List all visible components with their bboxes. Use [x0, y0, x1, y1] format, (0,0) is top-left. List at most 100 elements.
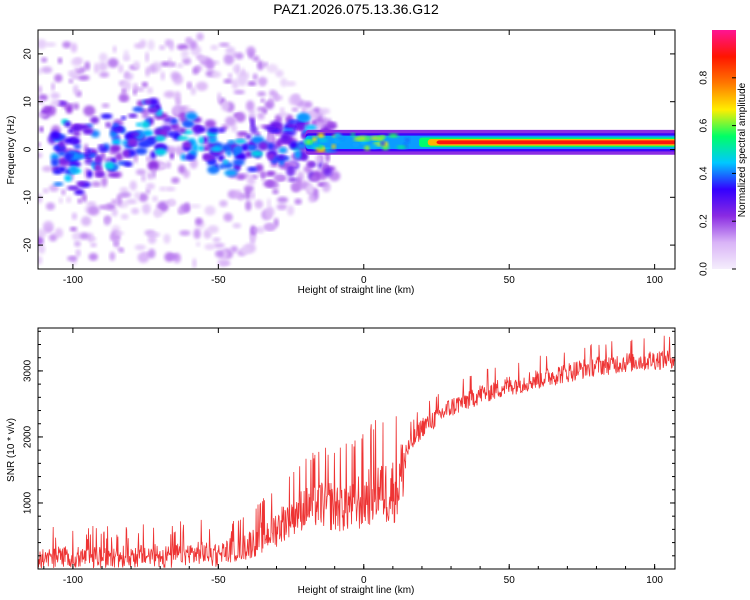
spectrogram-blob — [68, 161, 82, 168]
spectrogram-blob — [100, 151, 106, 162]
spectrogram-blob — [224, 169, 238, 177]
spectrogram-blob — [240, 67, 245, 77]
spectrogram-blob — [192, 258, 197, 269]
colorbar-tick-label: 0.4 — [699, 166, 710, 180]
spectrogram-blob — [178, 127, 187, 134]
snr-panel: -100 -50 0 50 100 1000 2000 3000 Height of str… — [6, 327, 676, 596]
spectrogram-blob — [53, 182, 64, 187]
spectrogram-blob — [278, 112, 288, 117]
spectrogram-blob — [81, 193, 87, 203]
spectrogram-blob — [244, 189, 251, 200]
spectrogram-blob — [140, 121, 150, 129]
snr-series-line — [38, 335, 675, 569]
spectrogram-blob — [287, 177, 299, 182]
spectrogram-blob — [213, 242, 225, 248]
spectrogram-blob — [169, 151, 175, 160]
spectrogram-blob — [111, 157, 117, 164]
spectrogram-blob — [306, 161, 316, 168]
spectrogram-blob — [114, 127, 124, 133]
spectrogram-blob — [145, 188, 151, 195]
spectrogram-blob — [99, 71, 110, 78]
spectrogram-blob — [146, 107, 159, 114]
snr-x-tick-label: 0 — [361, 575, 367, 586]
spectrogram-blob — [41, 66, 53, 74]
spectrogram-blob — [310, 175, 319, 182]
spectrogram-blob — [189, 204, 202, 209]
spectrogram-blob — [64, 121, 72, 128]
spectrogram-blob — [115, 152, 124, 162]
spectrogram-blob — [98, 61, 108, 72]
spectrogram-blob — [218, 42, 230, 47]
spectrogram-blob — [57, 151, 66, 157]
spectrogram-blob — [42, 188, 49, 194]
spectrogram-blob — [119, 187, 129, 194]
spectrogram-blob — [75, 249, 81, 258]
spectrogram-blob — [67, 255, 78, 262]
spectrogram-blob — [168, 253, 179, 260]
spectrogram-blob — [147, 248, 156, 259]
spectrogram-blob — [315, 147, 326, 153]
colorbar: 0.0 0.2 0.4 0.6 0.8 Normalized spectral ampl… — [699, 30, 748, 276]
spectrogram-blob — [303, 100, 313, 109]
spectrogram-blob — [287, 205, 295, 216]
spectrogram-blob — [230, 245, 238, 253]
spectrogram-blob — [279, 107, 285, 114]
spectrogram-blob — [252, 227, 259, 233]
spectrogram-blob — [223, 78, 233, 84]
spectrogram-blob — [358, 135, 368, 141]
spectrogram-blob — [135, 169, 146, 176]
spectrogram-blob — [146, 87, 154, 94]
spectrogram-blob — [264, 125, 277, 131]
spectrogram-blob — [107, 58, 119, 68]
spectrogram-blob — [39, 126, 44, 133]
spectrogram-blob — [118, 93, 127, 102]
spectrogram-blob — [150, 150, 157, 160]
spectrogram-blob — [116, 194, 122, 206]
spectrogram-blob — [192, 67, 199, 75]
spectrogram-blob — [321, 182, 331, 193]
spectrogram-blob — [68, 71, 76, 77]
spectrogram-blob — [66, 185, 80, 191]
spectrogram-blob — [263, 61, 268, 68]
spectrogram-blob — [163, 233, 171, 244]
spectrogram-blob — [156, 201, 169, 213]
spectrogram-blob — [266, 63, 279, 73]
spectrogram-blob — [70, 58, 82, 66]
spectrogram-blob — [79, 232, 90, 240]
spectrogram-blob — [219, 200, 228, 207]
spectrogram-blob — [71, 212, 78, 220]
spectrogram-blobs — [38, 32, 675, 269]
spectrogram-blob — [48, 184, 60, 192]
spectrogram-x-ticks: -100 -50 0 50 100 — [63, 30, 663, 286]
spectrogram-blob — [207, 127, 220, 134]
spectrogram-blob — [119, 192, 132, 198]
spectrogram-blob — [207, 225, 219, 234]
spectrogram-blob — [138, 192, 149, 202]
spectrogram-blob — [370, 136, 380, 141]
spectrogram-blob — [155, 135, 166, 142]
spectrogram-blob — [131, 207, 140, 215]
colorbar-tick-label: 0.2 — [699, 214, 710, 228]
spectrogram-blob — [247, 145, 259, 150]
spectrogram-blob — [64, 174, 72, 182]
spectrogram-blob — [107, 172, 120, 178]
spectrogram-blob — [232, 158, 245, 166]
spectrogram-blob — [176, 135, 189, 141]
spectrogram-blob — [179, 230, 191, 236]
spectrogram-blob — [135, 122, 143, 127]
spectrogram-blob — [365, 136, 371, 141]
spectrogram-blob — [230, 124, 238, 133]
spectrogram-blob — [178, 164, 186, 174]
spectrogram-blob — [298, 123, 304, 131]
spectrogram-blob — [50, 158, 60, 167]
spectrogram-blob — [217, 92, 222, 103]
spectrogram-blob — [232, 222, 242, 229]
snr-frame — [37, 327, 676, 570]
spectrogram-blob — [160, 61, 171, 67]
spectrogram-blob — [179, 112, 187, 123]
spectrogram-blob — [103, 217, 111, 226]
spectrogram-blob — [252, 73, 258, 81]
spectrogram-blob — [89, 236, 97, 242]
spectrogram-blob — [86, 148, 93, 155]
spectrogram-blob — [212, 237, 221, 243]
